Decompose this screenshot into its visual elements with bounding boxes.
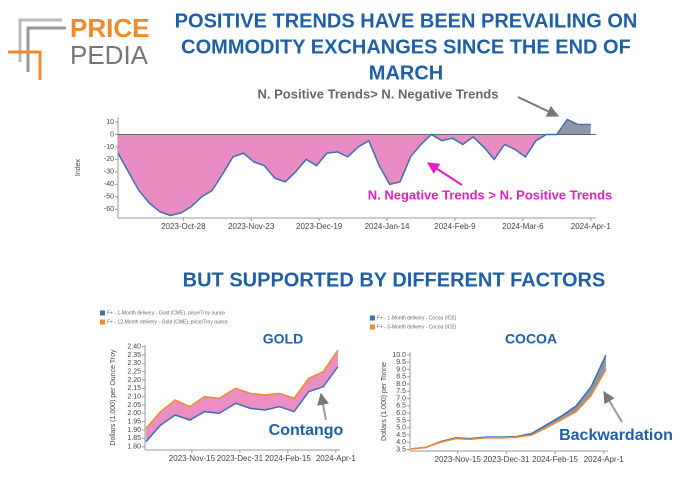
x-tick-label: 2023-Dec-31 bbox=[217, 454, 264, 463]
legend-swatch bbox=[370, 324, 375, 330]
y-tick-label: 8.0 bbox=[396, 381, 406, 388]
logo-frame bbox=[18, 18, 62, 62]
y-axis-label: Index bbox=[75, 158, 82, 176]
y-tick-label: 7.5 bbox=[396, 388, 406, 395]
y-tick-label: 2.40 bbox=[127, 344, 141, 351]
arrow bbox=[426, 162, 463, 186]
x-tick-label: 2024-Apr-1 bbox=[571, 222, 612, 231]
y-tick-label: 0 bbox=[110, 131, 114, 138]
y-tick-label: 6.5 bbox=[396, 403, 406, 410]
y-tick-label: 2.35 bbox=[127, 352, 141, 359]
y-tick-label: 2.10 bbox=[127, 394, 141, 401]
y-tick-label: 1.90 bbox=[127, 427, 141, 434]
x-tick-label: 2023-Oct-28 bbox=[161, 222, 206, 231]
y-tick-label: -50 bbox=[104, 194, 114, 201]
y-tick-label: -30 bbox=[104, 169, 114, 176]
y-tick-label: -40 bbox=[104, 181, 114, 188]
series-line bbox=[410, 369, 607, 450]
y-tick-label: 4.5 bbox=[396, 432, 406, 439]
y-tick-label: -60 bbox=[104, 206, 114, 213]
y-tick-label: 2.20 bbox=[127, 377, 141, 384]
chart: 10 0 -10 -20 -30 -40 -50 -60 2023-Oct-28 2023-Nov… bbox=[75, 86, 612, 231]
y-tick-label: 6.0 bbox=[396, 410, 406, 417]
y-tick-label: -10 bbox=[104, 144, 114, 151]
chart: 3.54.04.55.05.56.06.57.07.58.08.59.09.51… bbox=[370, 315, 673, 464]
x-tick-label: 2024-Mar-6 bbox=[502, 222, 544, 231]
annotation: Contango bbox=[269, 422, 344, 439]
y-tick-label: 10.0 bbox=[392, 352, 406, 359]
y-tick-label: 5.0 bbox=[396, 425, 406, 432]
page-title: COMMODITY EXCHANGES SINCE THE END OF bbox=[181, 36, 631, 58]
chart-title: COCOA bbox=[505, 331, 557, 347]
arrow bbox=[603, 390, 623, 423]
annotation: N. Negative Trends > N. Positive Trends bbox=[368, 187, 613, 202]
x-tick-label: 2024-Feb-9 bbox=[434, 222, 476, 231]
y-tick-label: 4.0 bbox=[396, 439, 406, 446]
y-tick-label: 5.5 bbox=[396, 417, 406, 424]
y-tick-label: 9.0 bbox=[396, 366, 406, 373]
series-line bbox=[145, 366, 339, 443]
logo: PRICE PEDIA bbox=[8, 13, 149, 80]
legend-swatch bbox=[100, 319, 105, 325]
legend-swatch bbox=[100, 310, 105, 316]
y-tick-label: 1.80 bbox=[127, 444, 141, 451]
y-tick-label: 2.00 bbox=[127, 410, 141, 417]
x-tick-label: 2024-Jan-14 bbox=[365, 222, 410, 231]
y-tick-label: 1.85 bbox=[127, 435, 141, 442]
x-tick-label: 2024-Feb-15 bbox=[265, 454, 311, 463]
annotation: N. Positive Trends> N. Negative Trends bbox=[258, 86, 499, 101]
y-tick-label: 7.0 bbox=[396, 395, 406, 402]
x-tick-label: 2023-Dec-31 bbox=[483, 455, 530, 464]
y-tick-label: 2.30 bbox=[127, 360, 141, 367]
y-axis-label: Dollars (1.000) per Ounce Troy bbox=[110, 349, 117, 446]
series-line bbox=[145, 349, 339, 429]
x-tick-label: 2024-Apr-1 bbox=[316, 454, 357, 463]
spread-band bbox=[146, 350, 338, 442]
y-tick-label: 1.95 bbox=[127, 419, 141, 426]
legend-label: F+ - 1-Month delivery - Gold (CME), pric… bbox=[107, 310, 225, 316]
arrow bbox=[317, 392, 329, 421]
x-tick-label: 2023-Dec-19 bbox=[296, 222, 343, 231]
logo-frame bbox=[26, 26, 66, 72]
legend-label: F+ - 12-Month delivery - Gold (CME), pri… bbox=[107, 319, 228, 325]
y-tick-label: 2.05 bbox=[127, 402, 141, 409]
x-tick-label: 2023-Nov-15 bbox=[169, 454, 216, 463]
negative-area bbox=[118, 134, 591, 216]
annotation: Backwardation bbox=[559, 427, 673, 444]
y-tick-label: 2.15 bbox=[127, 385, 141, 392]
logo-text: PRICE bbox=[70, 13, 149, 43]
page-subtitle: BUT SUPPORTED BY DIFFERENT FACTORS bbox=[183, 269, 606, 291]
y-axis-label: Dollars (1.000) per Tonne bbox=[381, 362, 388, 441]
x-tick-label: 2024-Apr-1 bbox=[584, 455, 625, 464]
arrow bbox=[517, 96, 560, 117]
y-tick-label: 8.5 bbox=[396, 374, 406, 381]
page-title: MARCH bbox=[369, 62, 443, 84]
chart: 1.80 1.851.901.95 2.002.052.10 2.152.202.25… bbox=[100, 310, 356, 463]
logo-frame bbox=[8, 50, 42, 80]
y-tick-label: 3.5 bbox=[396, 446, 406, 453]
y-tick-label: 9.5 bbox=[396, 359, 406, 366]
index-line bbox=[117, 118, 591, 217]
y-tick-label: 2.25 bbox=[127, 369, 141, 376]
x-tick-label: 2023-Nov-23 bbox=[228, 222, 275, 231]
page-title: POSITIVE TRENDS HAVE BEEN PREVAILING ON bbox=[175, 10, 638, 32]
x-tick-label: 2023-Nov-15 bbox=[435, 455, 482, 464]
logo-text: PEDIA bbox=[70, 40, 149, 70]
legend-swatch bbox=[370, 315, 375, 321]
legend-label: F+ - 1-Month delivery - Cocoa (ICE) bbox=[377, 315, 457, 321]
y-tick-label: 10 bbox=[106, 119, 114, 126]
legend-label: F+ - 5-Month delivery - Cocoa (ICE) bbox=[377, 324, 457, 330]
x-tick-label: 2024-Feb-15 bbox=[532, 455, 578, 464]
chart-title: GOLD bbox=[263, 331, 303, 347]
y-tick-label: -20 bbox=[104, 156, 114, 163]
